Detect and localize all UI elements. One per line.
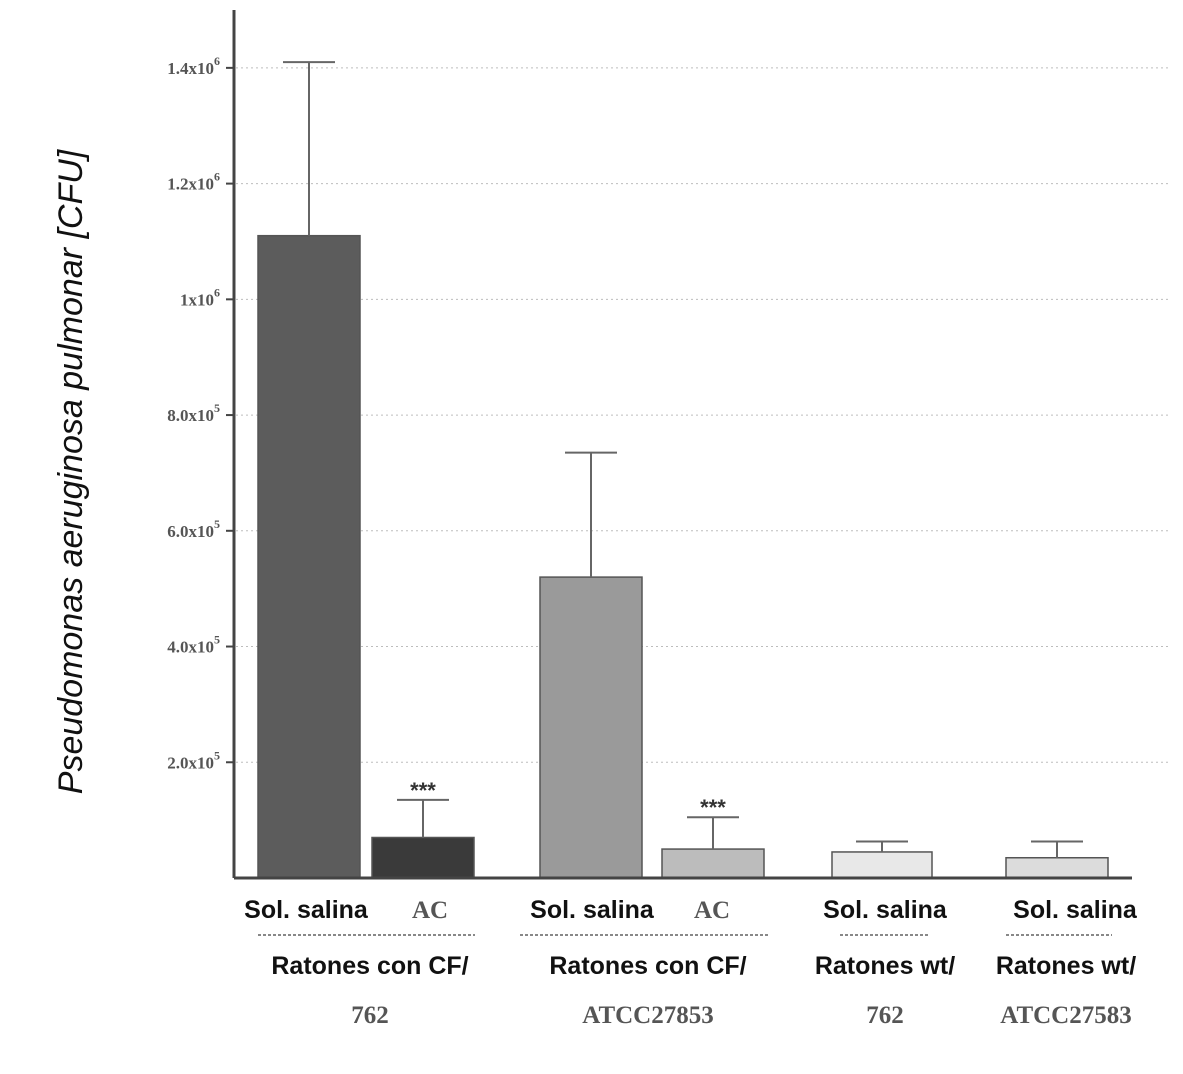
significance-marker: *** xyxy=(410,778,436,803)
group-label: Ratones wt/ xyxy=(815,952,955,980)
bar xyxy=(258,236,360,878)
y-tick-label: 1.2x106 xyxy=(167,170,220,194)
group-sublabel: 762 xyxy=(866,1002,904,1029)
bar xyxy=(372,837,474,878)
significance-marker: *** xyxy=(700,795,726,820)
bar xyxy=(1006,858,1108,878)
group-label: Ratones wt/ xyxy=(996,952,1136,980)
group-sublabel: ATCC27853 xyxy=(582,1002,713,1029)
y-tick-label: 2.0x105 xyxy=(167,748,220,772)
group-label: Ratones con CF/ xyxy=(549,952,746,980)
y-tick-label: 6.0x105 xyxy=(167,517,220,541)
group-labels: Ratones con CF/762 Ratones con CF/ATCC278… xyxy=(258,935,1136,1029)
category-label: AC xyxy=(694,897,730,924)
y-tick-label: 4.0x105 xyxy=(167,633,220,657)
category-label: Sol. salina xyxy=(530,896,655,924)
bar xyxy=(832,852,932,878)
y-tick-label: 8.0x105 xyxy=(167,401,220,425)
category-label: Sol. salina xyxy=(823,896,948,924)
category-labels: Sol. salina AC Sol. salina AC Sol. salina Sol… xyxy=(244,896,1138,924)
y-tick-label: 1x106 xyxy=(180,285,220,309)
y-tick-label: 1.4x106 xyxy=(167,54,220,78)
gridlines xyxy=(236,68,1170,762)
bar xyxy=(540,577,642,878)
group-sublabel: ATCC27583 xyxy=(1000,1002,1131,1029)
bars xyxy=(258,236,1108,878)
category-label: AC xyxy=(412,897,448,924)
group-label: Ratones con CF/ xyxy=(271,952,468,980)
y-ticks: 2.0x105 4.0x105 6.0x105 8.0x105 1x106 1.2x106… xyxy=(167,54,234,772)
group-sublabel: 762 xyxy=(351,1002,389,1029)
y-axis-label: Pseudomonas aeruginosa pulmonar [CFU] xyxy=(52,148,90,794)
error-bars xyxy=(283,62,1083,858)
category-label: Sol. salina xyxy=(1013,896,1138,924)
bar xyxy=(662,849,764,878)
category-label: Sol. salina xyxy=(244,896,369,924)
